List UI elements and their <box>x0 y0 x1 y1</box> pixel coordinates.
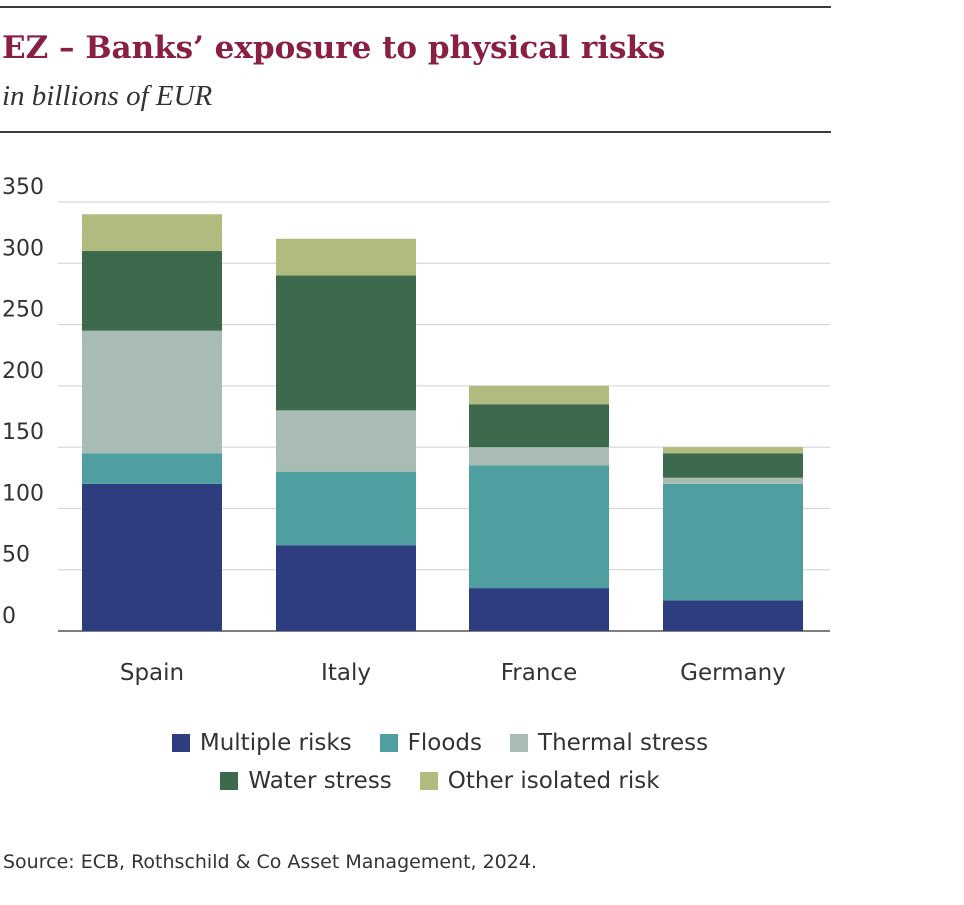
bar-segment <box>82 251 222 331</box>
legend-label: Other isolated risk <box>447 768 660 794</box>
x-category-label: Italy <box>321 660 371 686</box>
legend: Multiple risks Floods Thermal stress Water… <box>0 724 880 800</box>
legend-row: Multiple risks Floods Thermal stress <box>0 724 880 762</box>
legend-item: Water stress <box>220 768 392 794</box>
bar-segment <box>82 453 222 484</box>
legend-row: Water stress Other isolated risk <box>0 762 880 800</box>
x-category-label: France <box>501 660 577 686</box>
chart-subtitle: in billions of EUR <box>2 80 213 112</box>
x-category-label: Germany <box>680 660 786 686</box>
bar-segment <box>469 385 609 405</box>
y-tick-label: 50 <box>2 543 30 568</box>
legend-swatch <box>379 734 398 752</box>
bar-chart: 0 50 100 150 200 250 300 350 Spain Italy France Ge… <box>2 175 830 686</box>
bar-segment <box>469 404 609 448</box>
bar-segment <box>469 465 609 589</box>
bar-segment <box>276 275 416 411</box>
bars <box>82 214 803 631</box>
legend-label: Multiple risks <box>199 730 352 756</box>
bar-segment <box>82 214 222 252</box>
top-rule <box>0 6 831 8</box>
y-tick-label: 200 <box>2 359 44 384</box>
legend-item: Other isolated risk <box>419 768 660 794</box>
bar-segment <box>276 410 416 472</box>
x-axis-labels: Spain Italy France Germany <box>120 660 786 686</box>
bar-segment <box>663 483 803 601</box>
bar-segment <box>276 471 416 546</box>
bar-segment <box>663 453 803 478</box>
source-note: Source: ECB, Rothschild & Co Asset Manag… <box>3 851 537 873</box>
bar-segment <box>469 447 609 466</box>
y-tick-label: 250 <box>2 298 44 323</box>
y-tick-label: 0 <box>2 604 16 629</box>
bar-segment <box>276 545 416 631</box>
bar-segment <box>82 483 222 631</box>
chart-title: EZ – Banks’ exposure to physical risks <box>2 30 666 66</box>
bar-segment <box>663 447 803 454</box>
y-axis-ticks: 0 50 100 150 200 250 300 350 <box>2 175 44 629</box>
legend-swatch <box>171 734 190 752</box>
legend-label: Thermal stress <box>538 730 709 756</box>
legend-swatch <box>220 772 239 790</box>
legend-swatch <box>419 772 438 790</box>
legend-item: Floods <box>379 730 483 756</box>
bar-segment <box>276 238 416 276</box>
legend-label: Floods <box>407 730 483 756</box>
legend-item: Multiple risks <box>171 730 352 756</box>
header-rule <box>0 131 831 133</box>
bar-segment <box>663 477 803 484</box>
bar-segment <box>469 588 609 631</box>
y-tick-label: 300 <box>2 236 44 261</box>
x-category-label: Spain <box>120 660 184 686</box>
y-tick-label: 100 <box>2 481 44 506</box>
y-tick-label: 150 <box>2 420 44 445</box>
legend-label: Water stress <box>248 768 392 794</box>
bar-segment <box>82 330 222 454</box>
bar-segment <box>663 600 803 631</box>
legend-item: Thermal stress <box>510 730 708 756</box>
y-tick-label: 350 <box>2 175 44 200</box>
legend-swatch <box>510 734 529 752</box>
